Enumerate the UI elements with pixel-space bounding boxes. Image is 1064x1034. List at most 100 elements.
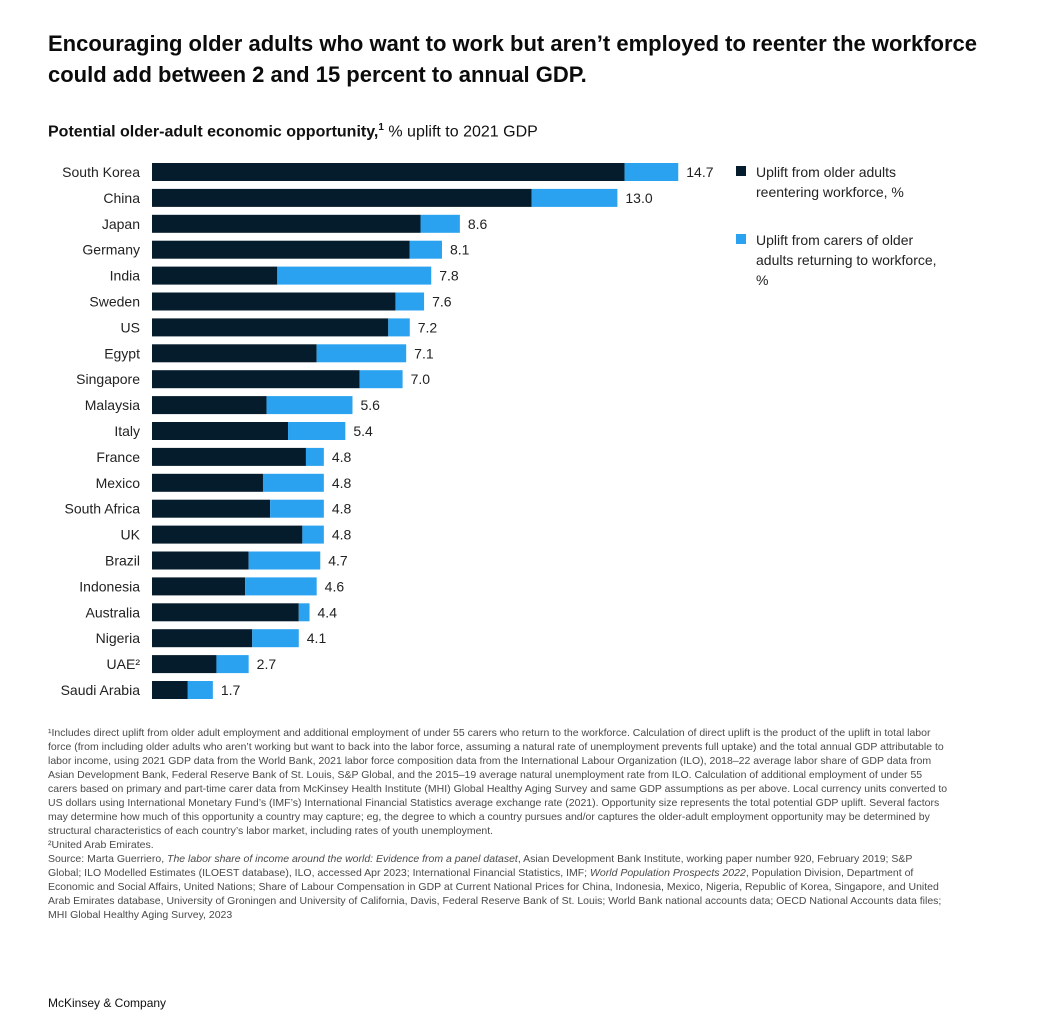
- legend-swatch-light: [736, 234, 746, 244]
- bar-carers-sweden: [395, 292, 425, 311]
- footnote-1: ¹Includes direct uplift from older adult…: [48, 727, 948, 837]
- bar-older-adults-us: [152, 318, 389, 337]
- total-label-malaysia: 5.6: [360, 397, 380, 413]
- total-label-china: 13.0: [625, 190, 652, 206]
- bar-older-adults-south-korea: [152, 163, 625, 181]
- bar-carers-brazil: [248, 551, 321, 570]
- total-label-south-korea: 14.7: [686, 164, 713, 180]
- legend-swatch-dark: [736, 166, 746, 176]
- bar-chart: South Korea 14.7 China 13.0 Japan 8.6 Germany 8…: [61, 163, 714, 699]
- source-title-a: The labor share of income around the wor…: [167, 853, 518, 865]
- bar-older-adults-japan: [152, 214, 421, 233]
- chart-headline: Encouraging older adults who want to wor…: [48, 31, 978, 87]
- bar-carers-south-korea: [624, 163, 679, 181]
- bar-older-adults-uk: [152, 525, 303, 544]
- category-label-mexico: Mexico: [96, 475, 141, 491]
- bar-older-adults-italy: [152, 422, 289, 440]
- category-label-china: China: [103, 190, 140, 206]
- category-label-uae: UAE²: [107, 656, 141, 672]
- category-label-south-korea: South Korea: [62, 164, 140, 180]
- footnote-2: ²United Arab Emirates.: [48, 839, 154, 851]
- bar-older-adults-sweden: [152, 292, 396, 311]
- category-label-egypt: Egypt: [104, 345, 140, 361]
- total-label-singapore: 7.0: [411, 371, 431, 387]
- total-label-australia: 4.4: [318, 604, 338, 620]
- total-label-egypt: 7.1: [414, 345, 434, 361]
- category-label-germany: Germany: [82, 242, 140, 258]
- chart-subtitle: Potential older-adult economic opportuni…: [48, 118, 748, 142]
- bar-older-adults-south-africa: [152, 499, 271, 518]
- total-label-saudi-arabia: 1.7: [221, 682, 241, 698]
- bar-carers-egypt: [316, 344, 407, 363]
- bar-older-adults-china: [152, 188, 532, 207]
- bar-carers-south-africa: [270, 499, 324, 518]
- bar-older-adults-saudi-arabia: [152, 681, 188, 699]
- category-label-singapore: Singapore: [76, 371, 140, 387]
- total-label-uae: 2.7: [257, 656, 277, 672]
- bar-carers-malaysia: [266, 396, 353, 415]
- bar-carers-uk: [302, 525, 324, 544]
- legend-label-older-adults: Uplift from older adults reentering work…: [756, 164, 904, 200]
- category-label-france: France: [96, 449, 140, 465]
- total-label-sweden: 7.6: [432, 294, 452, 310]
- category-label-uk: UK: [121, 527, 141, 543]
- total-label-brazil: 4.7: [328, 553, 348, 569]
- total-label-germany: 8.1: [450, 242, 470, 258]
- source-note: Source: Marta Guerriero, The labor share…: [48, 852, 948, 922]
- category-label-india: India: [110, 268, 141, 284]
- bar-older-adults-india: [152, 266, 278, 285]
- bar-carers-indonesia: [245, 577, 317, 596]
- bar-older-adults-mexico: [152, 473, 263, 492]
- bar-older-adults-germany: [152, 240, 410, 259]
- bar-carers-australia: [298, 603, 310, 622]
- total-label-japan: 8.6: [468, 216, 488, 232]
- bar-carers-germany: [409, 240, 442, 259]
- bar-carers-france: [305, 447, 324, 466]
- legend-label-carers: Uplift from carers of older adults retur…: [756, 232, 937, 288]
- total-label-us: 7.2: [418, 319, 438, 335]
- bar-carers-nigeria: [252, 629, 299, 648]
- source-text-a: Source: Marta Guerriero,: [48, 853, 168, 865]
- category-label-japan: Japan: [102, 216, 140, 232]
- total-label-uk: 4.8: [332, 527, 352, 543]
- bar-older-adults-australia: [152, 603, 299, 622]
- source-text-c: , Population Division, Department of Eco…: [48, 867, 942, 921]
- bar-carers-saudi-arabia: [187, 681, 213, 699]
- bar-older-adults-nigeria: [152, 629, 253, 648]
- category-label-us: US: [121, 319, 140, 335]
- bar-older-adults-france: [152, 447, 306, 466]
- brand-logo-text: McKinsey & Company: [48, 996, 167, 1010]
- source-title-b: World Population Prospects 2022: [589, 867, 746, 879]
- bar-older-adults-egypt: [152, 344, 317, 363]
- category-label-indonesia: Indonesia: [79, 578, 140, 594]
- total-label-south-africa: 4.8: [332, 501, 352, 517]
- bar-carers-uae: [216, 655, 249, 674]
- total-label-italy: 5.4: [353, 423, 373, 439]
- bar-carers-mexico: [262, 473, 324, 492]
- category-label-south-africa: South Africa: [65, 501, 141, 517]
- total-label-indonesia: 4.6: [325, 578, 345, 594]
- bar-older-adults-indonesia: [152, 577, 246, 596]
- subtitle-unit: % uplift to 2021 GDP: [383, 123, 538, 141]
- total-label-france: 4.8: [332, 449, 352, 465]
- subtitle-footnote-marker: 1: [378, 122, 384, 133]
- category-label-sweden: Sweden: [89, 294, 140, 310]
- category-label-australia: Australia: [86, 604, 141, 620]
- chart-legend: Uplift from older adults reentering work…: [736, 162, 946, 302]
- bar-older-adults-uae: [152, 655, 217, 674]
- bar-carers-singapore: [359, 370, 403, 389]
- bar-carers-us: [388, 318, 410, 337]
- total-label-nigeria: 4.1: [307, 630, 327, 646]
- category-label-brazil: Brazil: [105, 553, 140, 569]
- category-label-nigeria: Nigeria: [96, 630, 141, 646]
- footnotes: ¹Includes direct uplift from older adult…: [48, 726, 948, 922]
- category-label-malaysia: Malaysia: [85, 397, 140, 413]
- category-label-saudi-arabia: Saudi Arabia: [61, 682, 141, 698]
- subtitle-bold: Potential older-adult economic opportuni…: [48, 123, 379, 141]
- source-text-b: , Asian Development Bank Institute, work…: [48, 853, 913, 879]
- total-label-mexico: 4.8: [332, 475, 352, 491]
- bar-older-adults-brazil: [152, 551, 249, 570]
- bar-older-adults-singapore: [152, 370, 360, 389]
- bar-carers-china: [531, 188, 618, 207]
- total-label-india: 7.8: [439, 268, 459, 284]
